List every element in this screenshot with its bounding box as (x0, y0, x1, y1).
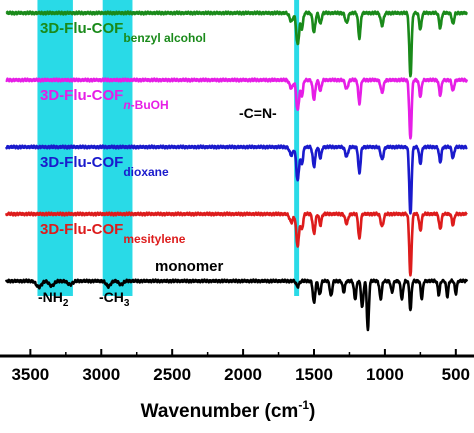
x-axis: 3500 3000 2500 2000 1500 1000 500 (0, 349, 474, 384)
series-label-1: 3D-Flu-COFn-BuOH (40, 87, 169, 112)
nh2-band-label: -NH2 (38, 289, 69, 309)
trace-3d-flu-cof-n-buoh (5, 77, 469, 140)
x-tick-label-3000: 3000 (82, 365, 120, 384)
series-label-3: 3D-Flu-COFmesitylene (40, 221, 186, 246)
x-tick-label-1500: 1500 (295, 365, 333, 384)
x-tick-label-1000: 1000 (366, 365, 404, 384)
x-axis-label: Wavenumber (cm-1) (141, 398, 316, 422)
x-tick-label-2000: 2000 (224, 365, 262, 384)
spectra-traces (5, 10, 469, 332)
series-label-0: 3D-Flu-COFbenzyl alcohol (40, 20, 206, 45)
ch3-band-label: -CH3 (99, 289, 130, 309)
x-tick-label-3500: 3500 (11, 365, 49, 384)
trace-monomer (5, 278, 469, 332)
series-label-2: 3D-Flu-COFdioxane (40, 154, 169, 179)
x-tick-label-2500: 2500 (153, 365, 191, 384)
cn-band (294, 0, 300, 296)
series-labels: 3D-Flu-COFbenzyl alcohol 3D-Flu-COFn-BuOH… (38, 20, 277, 309)
x-tick-label-500: 500 (442, 365, 470, 384)
trace-3d-flu-cof-benzyl-alcohol (5, 10, 468, 78)
series-label-4: monomer (155, 258, 224, 275)
trace-3d-flu-cof-dioxane (5, 144, 468, 215)
cn-band-label: -C=N- (239, 105, 277, 121)
trace-3d-flu-cof-mesitylene (5, 211, 468, 277)
